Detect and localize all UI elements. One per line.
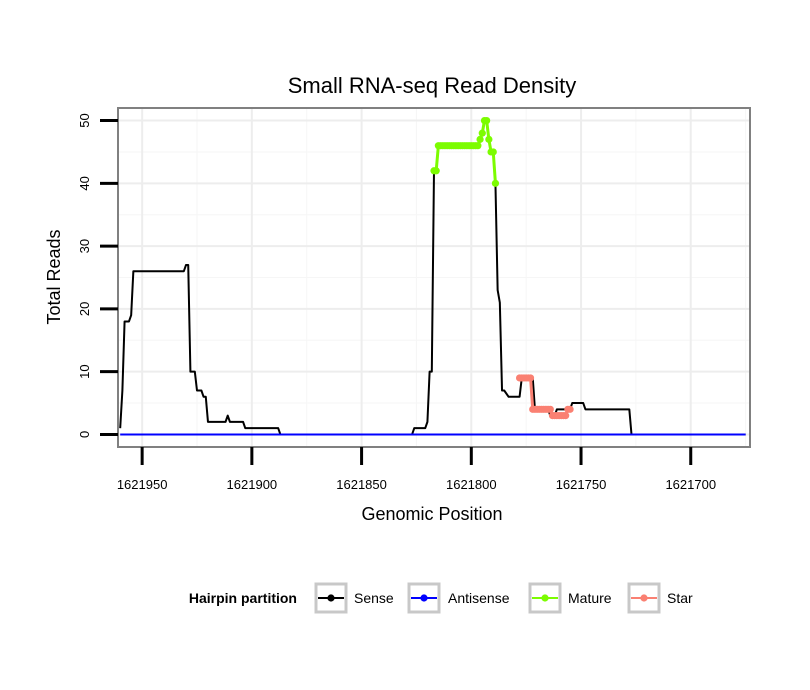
x-axis-title: Genomic Position (361, 504, 502, 524)
data-point-mature (491, 179, 500, 187)
data-point-mature (474, 142, 482, 150)
legend-item-antisense: Antisense (407, 582, 510, 614)
data-point-mature (476, 135, 484, 143)
legend-key-dot (541, 594, 549, 602)
series-star (515, 374, 574, 420)
legend-key-dot (327, 594, 335, 602)
y-axis-title: Total Reads (44, 229, 64, 324)
legend-entries: Sense Antisense Mature Star (314, 582, 693, 614)
x-tick-label: 1621700 (665, 477, 716, 492)
legend-label: Mature (568, 590, 612, 606)
legend: Hairpin partition Sense Antisense Mature St… (189, 582, 693, 614)
legend-key-dot (640, 594, 648, 602)
data-point-mature (489, 148, 497, 156)
x-tick-label: 1621850 (336, 477, 387, 492)
legend-label: Antisense (448, 590, 510, 606)
data-point-star (562, 412, 570, 420)
y-tick-label: 40 (77, 176, 92, 190)
data-point-mature (483, 116, 491, 125)
y-tick-label: 50 (77, 113, 92, 127)
legend-label: Star (667, 590, 693, 606)
series-mature (430, 116, 500, 187)
legend-item-sense: Sense (314, 582, 394, 614)
x-axis: 1621950 1621900 1621850 1621800 1621750 16217… (117, 447, 716, 492)
y-tick-label: 0 (77, 431, 92, 438)
x-tick-label: 1621950 (117, 477, 168, 492)
y-tick-label: 20 (77, 302, 92, 316)
data-point-mature (432, 167, 440, 175)
x-tick-label: 1621800 (446, 477, 497, 492)
y-tick-label: 10 (77, 364, 92, 378)
legend-label: Sense (354, 590, 394, 606)
series-layer (119, 116, 746, 436)
data-point-mature (485, 135, 493, 143)
data-point-star (526, 374, 535, 382)
legend-title: Hairpin partition (189, 590, 297, 606)
legend-key-dot (420, 594, 428, 602)
legend-item-star: Star (627, 582, 693, 614)
y-tick-label: 30 (77, 239, 92, 253)
x-tick-label: 1621900 (227, 477, 278, 492)
plot-border (117, 107, 751, 448)
data-point-star (546, 405, 554, 413)
data-point-star (566, 405, 574, 413)
chart-title: Small RNA-seq Read Density (288, 73, 577, 98)
x-tick-label: 1621750 (556, 477, 607, 492)
legend-item-mature: Mature (528, 582, 612, 614)
data-point-mature (478, 129, 486, 137)
y-axis: 0 10 20 30 40 50 (77, 113, 118, 438)
